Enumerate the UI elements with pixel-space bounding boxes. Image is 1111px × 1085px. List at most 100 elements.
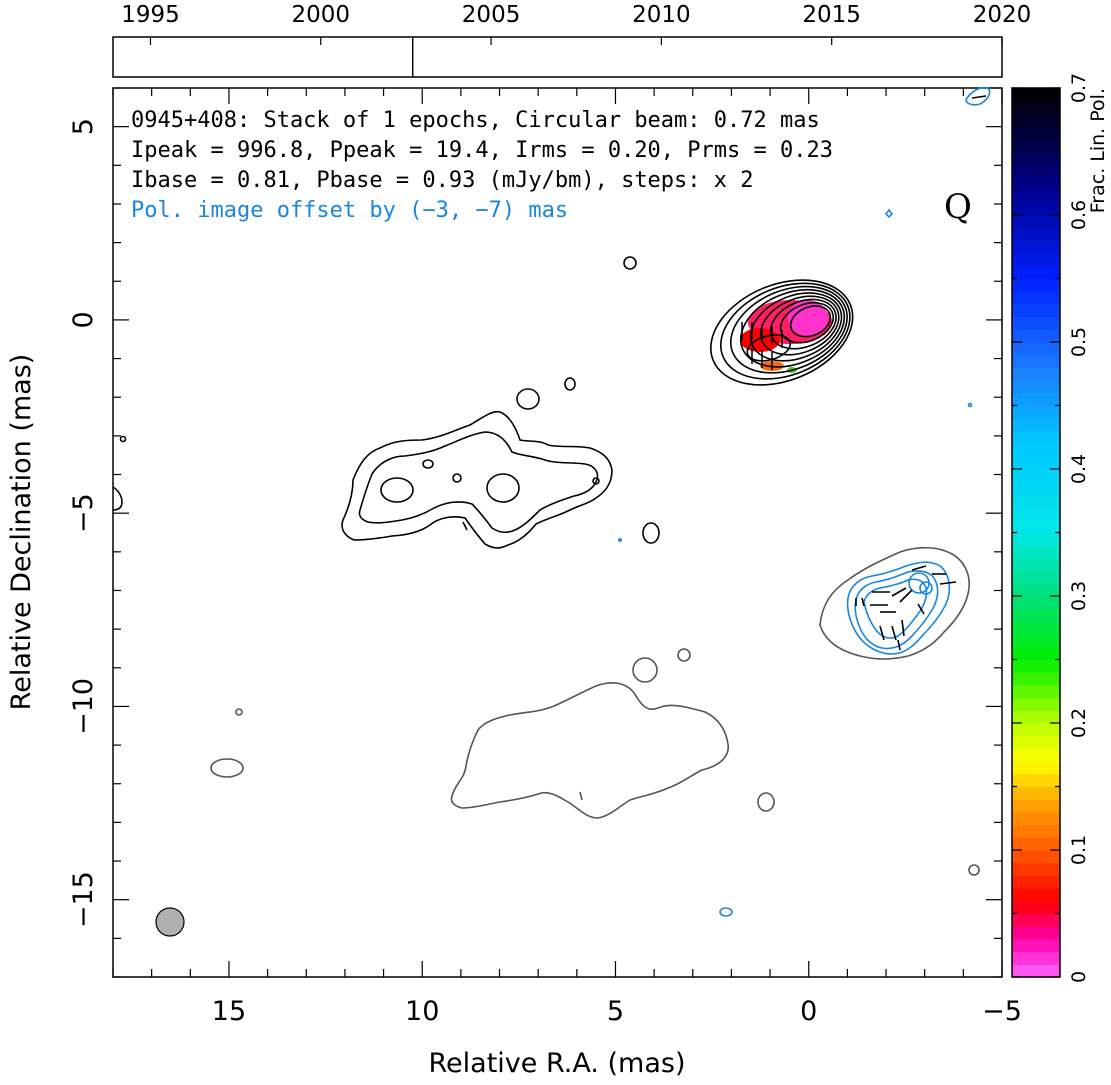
colorbar-band	[1012, 596, 1060, 610]
y-tick-label: −5	[68, 493, 99, 533]
offset-evpa-ticks	[855, 95, 987, 651]
y-tick-label: 5	[68, 118, 99, 135]
colorbar-band	[1012, 862, 1060, 876]
colorbar-band	[1012, 634, 1060, 648]
info-line-1: 0945+408: Stack of 1 epochs, Circular be…	[131, 108, 820, 133]
map-axis-ticks	[112, 87, 1003, 978]
beam-circle	[155, 907, 185, 937]
colorbar-band	[1012, 430, 1060, 445]
colorbar-tick-label: 0.6	[1068, 200, 1090, 230]
colorbar-band	[1012, 100, 1060, 114]
colorbar-band	[1012, 951, 1060, 965]
y-tick-label: −15	[68, 871, 99, 928]
epoch-year-label: 2000	[292, 2, 351, 28]
colorbar-band	[1012, 786, 1060, 800]
x-axis-label: Relative R.A. (mas)	[429, 1048, 686, 1079]
colorbar-band	[1012, 278, 1060, 292]
colorbar-band	[1012, 799, 1060, 813]
colorbar-band	[1012, 303, 1060, 318]
core-contour	[729, 285, 848, 374]
core-contour	[719, 282, 851, 380]
colorbar-band	[1012, 265, 1060, 280]
colorbar-band	[1012, 380, 1060, 394]
colorbar-band	[1012, 888, 1060, 902]
info-line-2: Ipeak = 996.8, Ppeak = 19.4, Irms = 0.20…	[131, 138, 833, 163]
colorbar-band	[1012, 418, 1060, 432]
colorbar-band	[1012, 570, 1060, 584]
y-tick-label: 0	[68, 311, 99, 328]
fpol-region-peak	[788, 300, 828, 336]
colorbar-band	[1012, 138, 1060, 153]
colorbar-band	[1012, 659, 1060, 673]
colorbar-band	[1012, 621, 1060, 635]
colorbar-band	[1012, 316, 1060, 330]
colorbar-band	[1012, 875, 1060, 889]
polarization-contours	[617, 86, 991, 917]
colorbar-band	[1012, 189, 1060, 203]
colorbar-band	[1012, 342, 1060, 356]
colorbar-tick-label: 0.5	[1068, 327, 1090, 357]
colorbar-band	[1012, 913, 1060, 927]
colorbar-band	[1012, 202, 1060, 216]
colorbar-band	[1012, 253, 1060, 267]
colorbar-band	[1012, 113, 1060, 127]
colorbar-tick-label: 0.7	[1068, 73, 1090, 103]
colorbar-band	[1012, 900, 1060, 915]
offset-intensity-contours	[210, 546, 980, 876]
jet-intensity-contours	[112, 256, 660, 549]
colorbar-band	[1012, 735, 1060, 749]
colorbar-band	[1012, 964, 1060, 978]
colorbar-tick-label: 0.1	[1068, 835, 1090, 865]
x-tick-labels: 15 10 5 0 −5	[212, 996, 1022, 1027]
colorbar-band	[1012, 519, 1060, 534]
epoch-year-labels: 1995 2000 2005 2010 2015 2020	[121, 2, 1031, 28]
core-contour	[789, 305, 832, 338]
epoch-timeline-ticks	[149, 37, 1003, 45]
colorbar-band	[1012, 545, 1060, 559]
colorbar-band	[1012, 773, 1060, 788]
colorbar-band	[1012, 215, 1060, 229]
colorbar-band	[1012, 748, 1060, 762]
epoch-timeline-frame	[112, 36, 1003, 78]
colorbar-tick-labels: 0 0.1 0.2 0.3 0.4 0.5 0.6 0.7	[1068, 73, 1090, 983]
stokes-label: Q	[944, 187, 972, 227]
x-tick-label: −5	[982, 996, 1022, 1027]
x-tick-label: 15	[212, 996, 246, 1027]
colorbar-tick-label: 0.4	[1068, 454, 1090, 484]
epoch-year-label: 1995	[121, 2, 180, 28]
colorbar-band	[1012, 646, 1060, 661]
colorbar-tick-label: 0.3	[1068, 581, 1090, 611]
y-tick-label: −10	[68, 678, 99, 735]
colorbar-ticks	[1012, 87, 1060, 978]
colorbar-band	[1012, 532, 1060, 546]
colorbar-band	[1012, 710, 1060, 724]
colorbar-band	[1012, 456, 1060, 470]
map-frame	[112, 87, 1003, 978]
colorbar-band	[1012, 811, 1060, 826]
offset-note: Pol. image offset by (−3, −7) mas	[131, 198, 568, 223]
colorbar-band	[1012, 469, 1060, 483]
x-tick-label: 0	[800, 996, 817, 1027]
y-tick-labels: 5 0 −5 −10 −15	[68, 118, 99, 928]
colorbar-tick-label: 0.2	[1068, 708, 1090, 738]
colorbar-band	[1012, 684, 1060, 699]
colorbar-band	[1012, 367, 1060, 381]
colorbar-band	[1012, 291, 1060, 305]
colorbar-band	[1012, 354, 1060, 368]
core-contour	[710, 279, 854, 386]
colorbar-band	[1012, 329, 1060, 343]
colorbar-band	[1012, 850, 1060, 864]
colorbar-band	[1012, 176, 1060, 191]
info-line-3: Ibase = 0.81, Pbase = 0.93 (mJy/bm), ste…	[131, 168, 754, 193]
colorbar-band	[1012, 126, 1060, 140]
colorbar-band	[1012, 938, 1060, 953]
colorbar-band	[1012, 583, 1060, 597]
colorbar-band	[1012, 227, 1060, 241]
colorbar-band	[1012, 557, 1060, 572]
colorbar-band	[1012, 164, 1060, 178]
epoch-year-label: 2020	[973, 2, 1032, 28]
x-tick-label: 10	[405, 996, 439, 1027]
colorbar-band	[1012, 723, 1060, 737]
colorbar-band	[1012, 88, 1060, 102]
